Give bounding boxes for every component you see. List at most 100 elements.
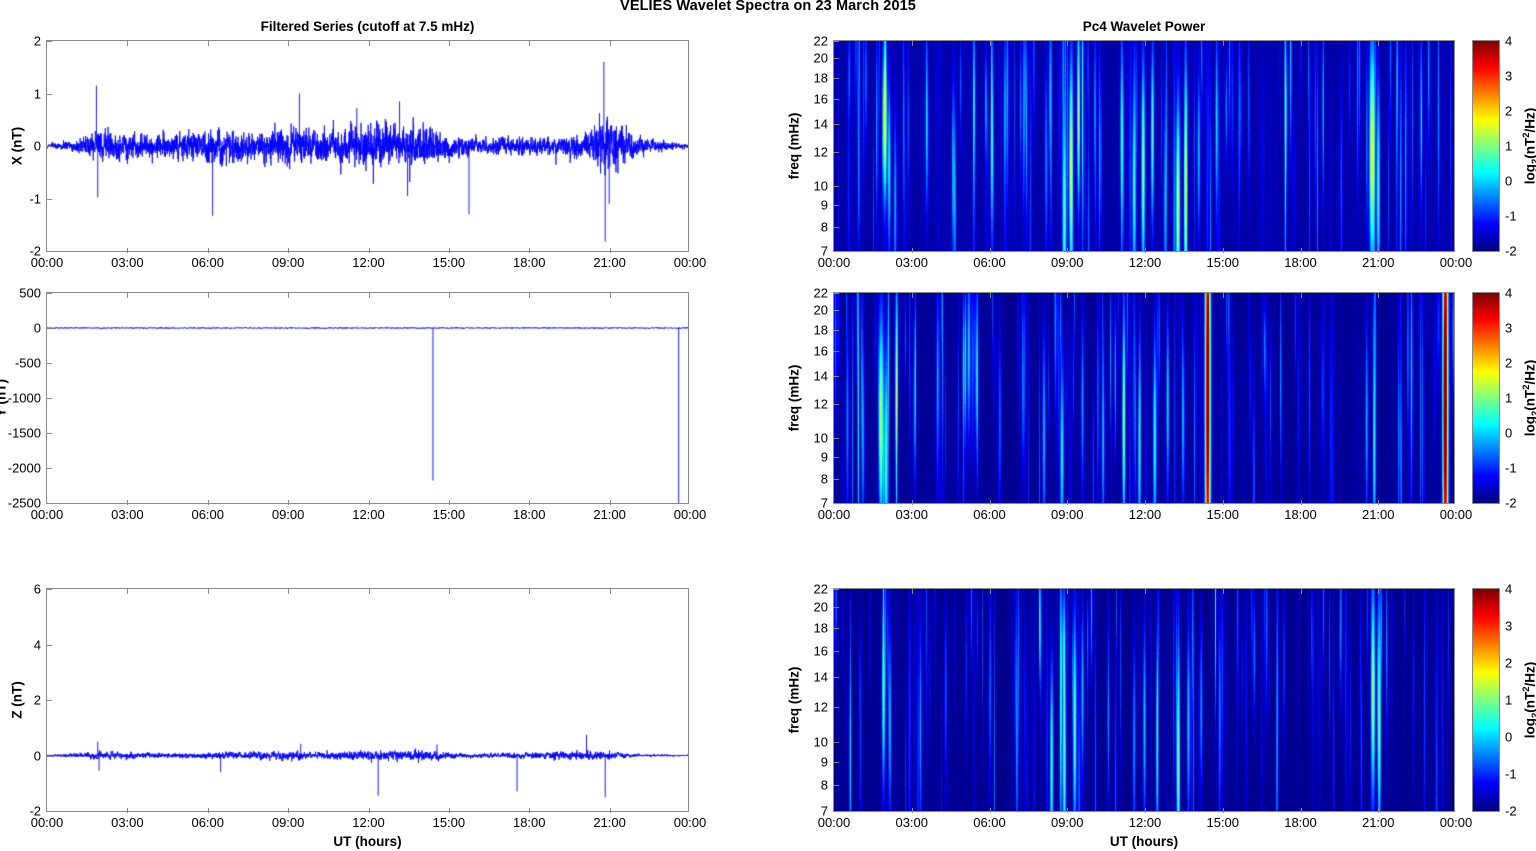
xtick-mark — [609, 500, 611, 505]
xtick-mark — [529, 248, 531, 253]
axes-filtered-series-x[interactable]: 2 1 0 -1 -2 00:00 03:00 06:00 09:00 12:00 15:00 18:… — [10, 35, 707, 270]
colorbar-tick-label: 4 — [1505, 33, 1513, 49]
xtick-mark — [1145, 589, 1146, 594]
xtick-mark — [368, 41, 370, 46]
wavelet-spectrogram-canvas — [834, 589, 1454, 811]
ytick-mark — [834, 204, 839, 206]
axes-wavelet-power-z[interactable]: UT (hours) 22 20 18 16 14 12 10 9 8 7 00:00 03:00 06… — [787, 583, 1473, 850]
xtick-mark — [288, 41, 290, 46]
spectrogram-ytick: 9 — [820, 754, 828, 770]
timeseries-ytick: 1 — [33, 86, 41, 101]
timeseries-yaxis-label: Z (nT) — [9, 681, 25, 719]
xtick-mark — [609, 41, 611, 46]
wavelet-spectrogram-canvas — [834, 293, 1454, 503]
ytick-mark — [834, 762, 839, 764]
spectrogram-ytick: 10 — [813, 430, 828, 446]
ytick-mark — [834, 226, 839, 228]
axes-wavelet-power-y[interactable]: 22 20 18 16 14 12 10 9 8 7 00:00 03:00 06:00 09:00 12:… — [787, 287, 1473, 522]
ytick-mark — [47, 251, 52, 252]
ytick-mark — [834, 785, 839, 787]
ytick-mark — [834, 650, 839, 652]
ytick-mark — [834, 627, 839, 629]
spectrogram-xtick: 12:00 — [1128, 255, 1162, 270]
ytick-mark — [834, 329, 839, 331]
ytick-mark — [834, 41, 839, 42]
timeseries-xtick: 09:00 — [271, 507, 305, 522]
xtick-mark — [288, 293, 290, 298]
xtick-mark — [288, 248, 290, 253]
ytick-mark — [834, 741, 839, 743]
axes-filtered-series-y[interactable]: 500 0 -500 -1000 -1500 -2000 -2500 00:00 03:00 06… — [0, 287, 706, 522]
xtick-mark — [1145, 808, 1146, 813]
ytick-mark — [47, 93, 52, 95]
ytick-mark — [834, 456, 839, 458]
timeseries-xtick: 00:00 — [673, 255, 707, 270]
ytick-mark — [834, 99, 839, 101]
xtick-mark — [1300, 500, 1302, 505]
spectrogram-xtick: 12:00 — [1128, 507, 1162, 522]
spectrogram-xtick: 09:00 — [1050, 255, 1084, 270]
xtick-mark — [1222, 808, 1224, 813]
colorbar-x[interactable]: 4 3 2 1 0 -1 -2 log2(nT2/Hz) — [1472, 35, 1536, 258]
xtick-mark — [1300, 808, 1302, 813]
colorbar-tick-label: 0 — [1505, 425, 1513, 441]
xtick-mark — [989, 293, 991, 298]
xtick-mark — [207, 293, 209, 298]
xtick-mark — [127, 500, 129, 505]
timeseries-xtick: 00:00 — [30, 255, 64, 270]
xtick-mark — [911, 293, 913, 298]
timeseries-plot-canvas — [47, 293, 688, 503]
axes-filtered-series-z[interactable]: UT (hours) 6 4 2 0 -2 00:00 03:00 06:00 09:00 12:… — [10, 583, 707, 850]
spectrogram-xtick: 15:00 — [1206, 255, 1240, 270]
figure-suptitle: VELIES Wavelet Spectra on 23 March 2015 — [620, 0, 916, 14]
timeseries-ytick: 0 — [33, 320, 41, 336]
timeseries-plot-canvas — [47, 589, 688, 811]
ytick-mark — [834, 310, 839, 312]
timeseries-xtick: 00:00 — [673, 815, 707, 830]
xtick-mark — [1300, 248, 1302, 253]
xtick-mark — [1378, 589, 1380, 594]
ytick-mark — [834, 123, 839, 125]
xtick-mark — [368, 248, 370, 253]
spectrogram-yaxis-label: freq (mHz) — [786, 112, 802, 180]
colorbar-tick-label: -1 — [1505, 766, 1517, 782]
axes-wavelet-power-x[interactable]: 22 20 18 16 14 12 10 9 8 7 00:00 03:00 06:00 09:00 12:… — [787, 35, 1473, 270]
ytick-mark — [47, 468, 52, 469]
timeseries-xtick: 15:00 — [432, 255, 466, 270]
spectrogram-xtick: 18:00 — [1284, 815, 1317, 830]
xtick-mark — [529, 589, 531, 594]
timeseries-xtick: 12:00 — [352, 255, 385, 270]
xtick-mark — [1067, 248, 1069, 253]
spectrogram-xtick: 09:00 — [1050, 815, 1084, 830]
wavelet-spectrogram-canvas — [834, 41, 1454, 251]
spectrogram-xtick: 06:00 — [973, 507, 1006, 522]
ytick-mark — [47, 589, 52, 590]
xtick-mark — [1378, 808, 1380, 813]
timeseries-xtick: 18:00 — [512, 255, 546, 270]
xtick-mark — [911, 248, 913, 253]
ytick-mark — [834, 404, 839, 406]
panel-title-filtered-series: Filtered Series (cutoff at 7.5 mHz) — [260, 19, 475, 34]
xtick-mark — [1145, 41, 1146, 46]
spectrogram-xtick: 03:00 — [895, 255, 929, 270]
timeseries-xtick: 15:00 — [432, 815, 466, 830]
spectrogram-xtick: 21:00 — [1361, 255, 1395, 270]
colorbar-z[interactable]: 4 3 2 1 0 -1 -2 log2(nT2/Hz) — [1472, 583, 1536, 818]
xtick-mark — [207, 41, 209, 46]
colorbar-tick-label: 3 — [1505, 618, 1513, 634]
ytick-mark — [47, 293, 52, 294]
xtick-mark — [609, 248, 611, 253]
spectrogram-xtick: 03:00 — [895, 815, 929, 830]
panel-wavelet-power-z: UT (hours) 22 20 18 16 14 12 10 9 8 7 00:00 03:00 06… — [787, 583, 1473, 850]
colorbar-y[interactable]: 4 3 2 1 0 -1 -2 log2(nT2/Hz) — [1472, 287, 1536, 510]
xtick-mark — [127, 808, 129, 813]
colorbar-gradient — [1473, 589, 1499, 811]
spectrogram-ytick: 12 — [813, 396, 828, 412]
timeseries-xtick: 21:00 — [593, 507, 626, 522]
xtick-mark — [989, 500, 991, 505]
spectrogram-xtick: 06:00 — [973, 255, 1006, 270]
colorbar-tick-label: -2 — [1505, 803, 1517, 819]
colorbar-tick-label: 4 — [1505, 581, 1513, 597]
colorbar-tick-label: 2 — [1505, 355, 1513, 371]
xtick-mark — [529, 500, 531, 505]
